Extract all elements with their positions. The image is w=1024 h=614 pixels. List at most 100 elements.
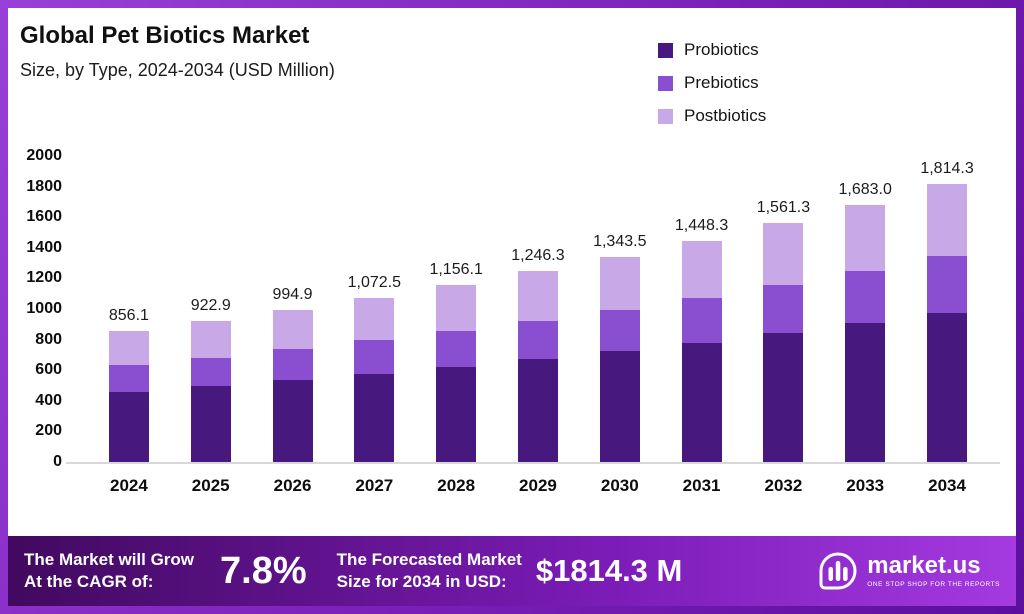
bar-segment-probiotics — [927, 312, 968, 462]
bar-segment-probiotics — [272, 380, 313, 462]
bar-segment-postbiotics — [108, 331, 149, 366]
bar-segment-postbiotics — [517, 271, 558, 321]
y-axis-tick-label: 2000 — [26, 147, 62, 164]
forecast-label: The Forecasted Market Size for 2034 in U… — [337, 549, 522, 593]
bar-total-label: 1,448.3 — [674, 216, 729, 234]
x-axis-labels: 2024 2025 2026 2027 2028 2029 2030 2031 2032 2033… — [88, 476, 988, 496]
brand-name: market.us — [867, 552, 981, 579]
forecast-label-line1: The Forecasted Market — [336, 549, 522, 569]
stacked-bar — [927, 184, 968, 462]
bar-segment-postbiotics — [681, 240, 722, 298]
bar-segment-prebiotics — [927, 256, 968, 313]
legend-swatch — [658, 42, 673, 58]
y-axis-tick-label: 0 — [53, 453, 62, 470]
stacked-bar — [108, 331, 149, 462]
x-axis-tick-label: 2024 — [109, 476, 148, 495]
x-axis-tick-label: 2028 — [437, 476, 476, 495]
bar-group: 1,448.3 — [661, 128, 743, 462]
bar-segment-prebiotics — [763, 285, 804, 334]
bar-group: 1,343.5 — [579, 128, 661, 462]
x-axis-tick-label: 2032 — [764, 476, 803, 495]
x-axis-line — [66, 462, 1000, 464]
bar-segment-postbiotics — [272, 309, 313, 350]
bar-group: 1,156.1 — [415, 128, 497, 462]
bar-segment-prebiotics — [354, 340, 395, 374]
bar-total-label: 856.1 — [108, 307, 149, 325]
y-axis-tick-label: 200 — [35, 422, 62, 440]
bar-segment-prebiotics — [845, 271, 886, 324]
plot-area: 856.1 922.9 994.9 1,072.5 1,156.1 1,246.3 1,34… — [88, 128, 988, 462]
y-axis-tick-label: 800 — [35, 330, 62, 348]
bar-total-label: 1,246.3 — [511, 247, 565, 265]
bar-segment-postbiotics — [599, 256, 640, 310]
y-axis-tick-label: 600 — [35, 361, 62, 379]
forecast-label-line2: Size for 2034 in USD: — [336, 572, 507, 591]
brand-tagline: ONE STOP SHOP FOR THE REPORTS — [867, 581, 1000, 588]
bar-segment-postbiotics — [436, 285, 477, 331]
bar-segment-prebiotics — [272, 349, 313, 380]
legend-label: Probiotics — [684, 40, 759, 59]
y-axis-tick-label: 1200 — [26, 269, 62, 287]
x-axis-tick-label: 2026 — [273, 476, 312, 495]
bar-segment-probiotics — [190, 386, 231, 462]
bar-group: 994.9 — [252, 128, 334, 462]
x-axis-tick-label: 2030 — [600, 476, 639, 495]
chart-card: Global Pet Biotics Market Size, by Type,… — [8, 8, 1016, 536]
bar-total-label: 1,814.3 — [920, 160, 974, 178]
bar-segment-probiotics — [436, 366, 477, 462]
stacked-bar — [845, 204, 886, 462]
x-axis-tick-label: 2031 — [682, 476, 721, 495]
legend: Probiotics Prebiotics Postbiotics — [658, 40, 766, 126]
x-axis-tick-label: 2029 — [519, 476, 557, 495]
bar-segment-postbiotics — [845, 204, 886, 272]
bar-group: 1,683.0 — [824, 128, 906, 462]
bar-segment-prebiotics — [599, 309, 640, 352]
legend-item: Probiotics — [658, 40, 766, 60]
x-axis-tick-label: 2027 — [355, 476, 394, 495]
x-axis-tick-label: 2025 — [191, 476, 230, 495]
legend-item: Prebiotics — [658, 73, 766, 93]
cagr-label-line1: The Market will Grow — [24, 549, 195, 569]
stacked-bar — [599, 256, 640, 462]
bar-segment-probiotics — [763, 333, 804, 462]
bar-total-label: 994.9 — [272, 285, 313, 303]
page-subtitle: Size, by Type, 2024-2034 (USD Million) — [20, 60, 335, 80]
bar-segment-postbiotics — [190, 320, 231, 358]
y-axis-tick-label: 400 — [35, 391, 62, 409]
bar-group: 1,814.3 — [906, 128, 988, 462]
market-us-logo-icon — [818, 551, 858, 591]
y-axis-tick-label: 1600 — [26, 208, 62, 226]
cagr-value: 7.8% — [220, 549, 307, 592]
y-axis-tick-label: 1400 — [26, 238, 62, 256]
stacked-bar — [272, 309, 313, 462]
bar-segment-probiotics — [845, 323, 886, 462]
bar-segment-prebiotics — [436, 330, 477, 367]
brand: market.us ONE STOP SHOP FOR THE REPORTS — [818, 551, 1000, 591]
bar-total-label: 1,683.0 — [838, 180, 892, 198]
cagr-label-line2: At the CAGR of: — [24, 572, 154, 591]
stacked-bar — [190, 320, 231, 462]
bar-segment-probiotics — [108, 391, 149, 462]
y-axis: 0 200 400 600 800 1000 1200 1400 1600 1800 2000 — [8, 147, 62, 470]
legend-label: Prebiotics — [684, 73, 759, 92]
bar-segment-postbiotics — [927, 184, 968, 257]
y-axis-tick-label: 1000 — [26, 300, 62, 317]
bar-group: 1,246.3 — [497, 128, 579, 462]
legend-label: Postbiotics — [684, 106, 767, 125]
bar-segment-prebiotics — [108, 365, 149, 392]
bar-segment-probiotics — [517, 359, 558, 462]
forecast-value: $1814.3 M — [535, 553, 683, 588]
bar-group: 922.9 — [170, 128, 252, 462]
stacked-bar — [436, 285, 477, 462]
legend-swatch — [658, 75, 673, 91]
stacked-bar — [763, 223, 804, 462]
bar-group: 1,561.3 — [743, 128, 825, 462]
x-axis-tick-label: 2033 — [846, 476, 885, 495]
legend-swatch — [658, 108, 673, 124]
bar-total-label: 922.9 — [190, 296, 231, 314]
stacked-bar — [354, 297, 395, 462]
x-axis-tick-label: 2034 — [928, 476, 966, 495]
bar-segment-probiotics — [681, 342, 722, 462]
bar-total-label: 1,156.1 — [429, 261, 483, 279]
bar-segment-prebiotics — [681, 297, 722, 343]
